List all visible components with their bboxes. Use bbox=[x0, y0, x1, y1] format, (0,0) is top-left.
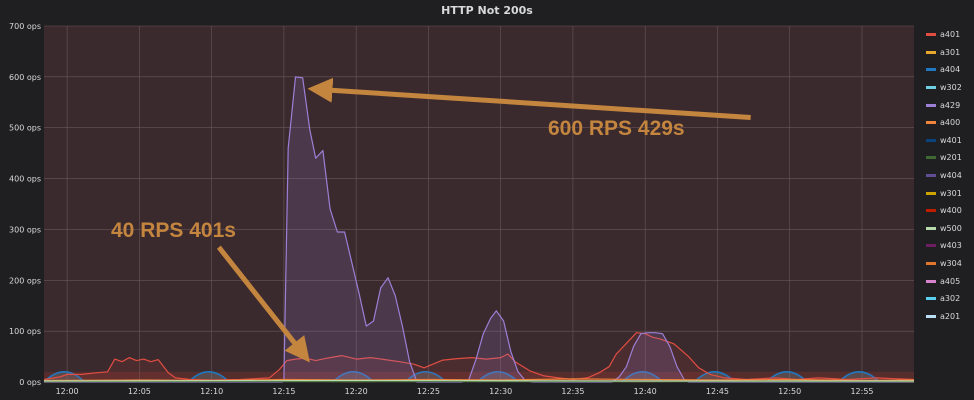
series-w500-line bbox=[43, 379, 914, 382]
y-tick-label: 300 ops bbox=[9, 225, 41, 234]
legend-swatch bbox=[926, 138, 936, 142]
legend-label: a401 bbox=[940, 30, 961, 40]
legend-swatch bbox=[926, 174, 936, 178]
legend-label: a201 bbox=[940, 311, 961, 321]
legend-swatch bbox=[926, 103, 936, 107]
y-tick-label: 600 ops bbox=[9, 73, 41, 82]
legend-item-a404[interactable]: a404 bbox=[926, 61, 974, 79]
legend-item-w500[interactable]: w500 bbox=[926, 220, 974, 238]
legend-swatch bbox=[926, 86, 936, 90]
legend-label: a400 bbox=[940, 118, 961, 128]
legend-item-w403[interactable]: w403 bbox=[926, 237, 974, 255]
legend-label: w401 bbox=[940, 135, 962, 145]
legend-item-w404[interactable]: w404 bbox=[926, 167, 974, 185]
w302-bump-line bbox=[332, 371, 375, 383]
legend-label: w404 bbox=[940, 171, 962, 181]
w302-bump-line bbox=[476, 371, 519, 383]
legend-swatch bbox=[926, 244, 936, 248]
legend-label: a301 bbox=[940, 47, 961, 57]
legend-item-w304[interactable]: w304 bbox=[926, 255, 974, 273]
legend-label: w304 bbox=[940, 259, 962, 269]
legend-swatch bbox=[926, 279, 936, 283]
annotation-label-429: 600 RPS 429s bbox=[548, 117, 685, 140]
legend-label: w500 bbox=[940, 223, 962, 233]
legend: a401 a301 a404 w302 a429 a400 w401 w201 w404 w301… bbox=[926, 26, 974, 325]
legend-label: w301 bbox=[940, 188, 962, 198]
legend-swatch bbox=[926, 314, 936, 318]
legend-label: a404 bbox=[940, 65, 961, 75]
legend-swatch bbox=[926, 209, 936, 213]
series-a401-line bbox=[43, 332, 915, 381]
y-tick-label: 400 ops bbox=[9, 175, 41, 184]
legend-item-a400[interactable]: a400 bbox=[926, 114, 974, 132]
y-tick-label: 500 ops bbox=[9, 124, 41, 133]
legend-swatch bbox=[926, 262, 936, 266]
legend-swatch bbox=[926, 297, 936, 301]
legend-item-w301[interactable]: w301 bbox=[926, 184, 974, 202]
legend-item-w201[interactable]: w201 bbox=[926, 149, 974, 167]
legend-label: w400 bbox=[940, 206, 962, 216]
legend-label: a429 bbox=[940, 100, 961, 110]
legend-item-a201[interactable]: a201 bbox=[926, 308, 974, 326]
x-tick-label: 12:50 bbox=[778, 387, 801, 396]
annotation-arrow bbox=[307, 77, 751, 121]
threshold-band bbox=[44, 371, 914, 382]
legend-label: w403 bbox=[940, 241, 962, 251]
legend-item-a405[interactable]: a405 bbox=[926, 272, 974, 290]
legend-swatch bbox=[926, 191, 936, 195]
w302-bump-line bbox=[693, 371, 736, 383]
legend-label: a405 bbox=[940, 276, 961, 286]
annotation-arrow bbox=[216, 245, 310, 363]
plot-background bbox=[44, 26, 914, 382]
x-tick-label: 12:20 bbox=[345, 387, 368, 396]
legend-label: w302 bbox=[940, 83, 962, 93]
x-tick-label: 12:55 bbox=[850, 387, 873, 396]
legend-swatch bbox=[926, 226, 936, 230]
legend-item-w401[interactable]: w401 bbox=[926, 132, 974, 150]
legend-item-w400[interactable]: w400 bbox=[926, 202, 974, 220]
x-tick-label: 12:05 bbox=[128, 387, 151, 396]
y-tick-label: 700 ops bbox=[9, 22, 41, 31]
x-tick-label: 12:30 bbox=[489, 387, 512, 396]
y-tick-label: 200 ops bbox=[9, 276, 41, 285]
legend-label: w201 bbox=[940, 153, 962, 163]
y-tick-label: 0 ops bbox=[19, 378, 41, 387]
legend-swatch bbox=[926, 68, 936, 72]
legend-swatch bbox=[926, 50, 936, 54]
series-a401-area bbox=[44, 332, 914, 382]
y-tick-label: 100 ops bbox=[9, 327, 41, 336]
legend-item-a301[interactable]: a301 bbox=[926, 44, 974, 62]
legend-swatch bbox=[926, 33, 936, 37]
x-tick-label: 12:00 bbox=[56, 387, 79, 396]
legend-item-w302[interactable]: w302 bbox=[926, 79, 974, 97]
legend-item-a429[interactable]: a429 bbox=[926, 96, 974, 114]
legend-swatch bbox=[926, 121, 936, 125]
legend-swatch bbox=[926, 156, 936, 160]
panel-title[interactable]: HTTP Not 200s bbox=[441, 4, 533, 17]
annotation-label-401: 40 RPS 401s bbox=[111, 219, 236, 242]
legend-item-a401[interactable]: a401 bbox=[926, 26, 974, 44]
x-tick-label: 12:25 bbox=[417, 387, 440, 396]
x-tick-label: 12:15 bbox=[272, 387, 295, 396]
x-tick-label: 12:10 bbox=[200, 387, 223, 396]
legend-label: a302 bbox=[940, 294, 961, 304]
legend-item-a302[interactable]: a302 bbox=[926, 290, 974, 308]
x-tick-label: 12:45 bbox=[706, 387, 729, 396]
x-tick-label: 12:35 bbox=[561, 387, 584, 396]
x-tick-label: 12:40 bbox=[634, 387, 657, 396]
